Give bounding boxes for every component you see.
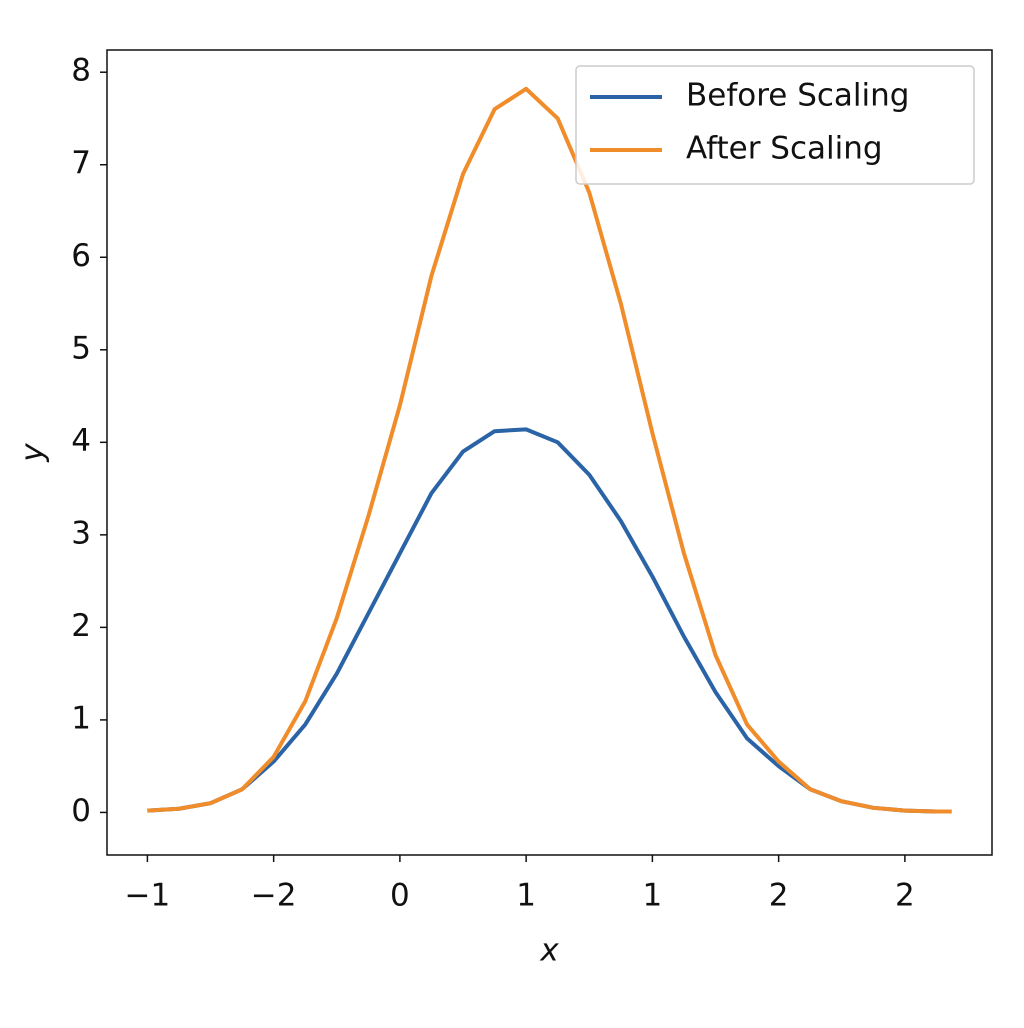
legend-label: After Scaling — [686, 131, 883, 167]
plot-frame — [106, 49, 993, 856]
y-tick-label: 6 — [71, 238, 91, 274]
x-tick-label: 2 — [769, 878, 789, 914]
x-tick-label: 0 — [390, 878, 410, 914]
y-tick-label: 7 — [71, 145, 91, 181]
x-tick-label: −1 — [125, 878, 171, 914]
x-tick-label: −2 — [251, 878, 297, 914]
y-tick-label: 0 — [71, 793, 91, 829]
x-tick-label: 1 — [516, 878, 536, 914]
y-tick-label: 8 — [71, 53, 91, 89]
x-tick-label: 1 — [643, 878, 663, 914]
y-tick-label: 3 — [71, 515, 91, 551]
legend-box — [575, 65, 975, 185]
legend-label: Before Scaling — [686, 78, 909, 114]
line-series — [147, 86, 952, 814]
y-tick-label: 2 — [71, 608, 91, 644]
y-tick-label: 5 — [71, 330, 91, 366]
x-tick-label: 2 — [895, 878, 915, 914]
y-axis-label: y — [15, 443, 51, 463]
y-tick-label: 4 — [71, 423, 91, 459]
x-axis-label: x — [539, 933, 559, 969]
y-tick-label: 1 — [71, 700, 91, 736]
